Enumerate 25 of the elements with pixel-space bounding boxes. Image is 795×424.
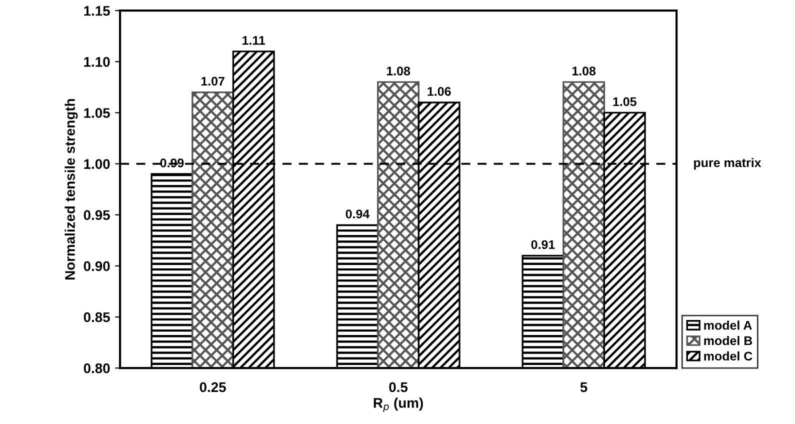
data-label: 1.07 xyxy=(201,76,224,86)
y-tick-label: 0.90 xyxy=(84,261,110,272)
data-label: 1.08 xyxy=(572,66,596,76)
y-tick-label: 1.10 xyxy=(84,56,110,67)
y-tick-label: 0.80 xyxy=(84,363,110,374)
ref-line-label: pure matrix xyxy=(694,158,762,170)
x-tick-label: 0.5 xyxy=(389,382,408,392)
x-tick-label: 5 xyxy=(580,382,588,392)
data-label: 1.11 xyxy=(242,36,266,45)
legend-label: model A xyxy=(704,320,752,330)
y-tick-label: 1.00 xyxy=(84,159,110,169)
x-axis-title: R$_{p}$ (um) xyxy=(374,398,423,412)
y-tick-label: 1.15 xyxy=(84,6,110,16)
data-label: 1.06 xyxy=(428,87,451,96)
y-tick-label: 1.05 xyxy=(84,108,110,118)
y-axis-title: Normalized tensile strength xyxy=(64,99,78,280)
legend-label: model C xyxy=(704,351,752,361)
data-label: 0.91 xyxy=(531,240,555,250)
data-label: 0.94 xyxy=(346,210,370,218)
x-tick-label: 0.25 xyxy=(200,382,226,392)
legend-label: model B xyxy=(704,336,752,346)
data-label: 1.08 xyxy=(386,66,410,76)
data-label: 1.05 xyxy=(613,97,636,106)
y-tick-label: 0.95 xyxy=(84,210,110,220)
y-tick-label: 0.85 xyxy=(84,312,110,322)
